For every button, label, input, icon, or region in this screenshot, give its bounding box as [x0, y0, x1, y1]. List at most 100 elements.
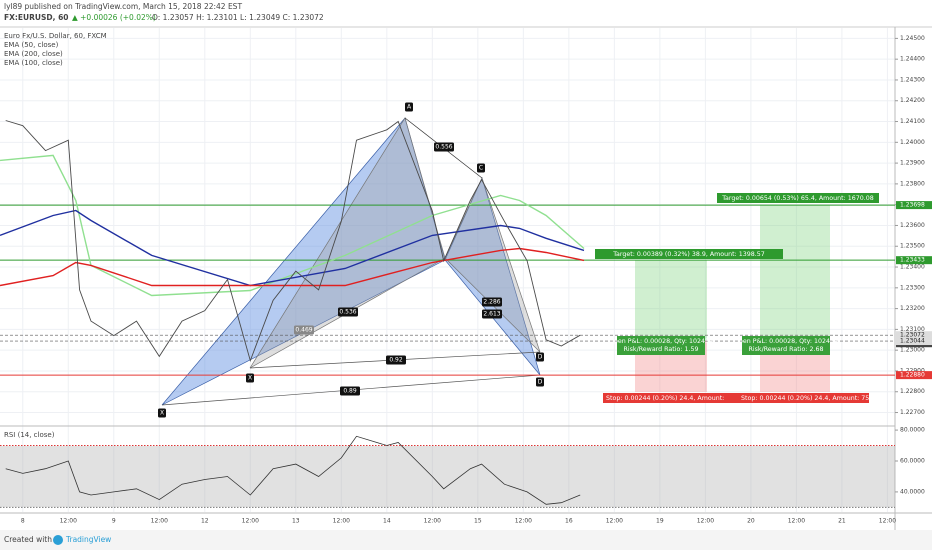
ratio-label: 2.286	[483, 299, 500, 306]
point-label-bg	[477, 163, 485, 173]
brand: TradingView	[65, 535, 111, 544]
y-tick-label: 1.22800	[900, 388, 925, 395]
stop-label-bg	[738, 393, 869, 403]
point-label: C	[479, 165, 483, 172]
rr-label: Risk/Reward Ratio: 1.59	[624, 346, 699, 353]
x-tick-label: 12:00	[151, 518, 168, 525]
ratio-bg	[482, 297, 502, 307]
x-tick-label: 9	[112, 518, 116, 525]
point-label: A	[407, 104, 412, 111]
series-line	[0, 209, 585, 287]
target-label-bg	[595, 249, 783, 259]
pnl-label: Open P&L: 0.00028, Qty: 102459	[609, 338, 713, 345]
ratio-label: 2.613	[483, 311, 500, 318]
series-line	[5, 120, 581, 363]
price-label: 1.23072	[900, 332, 925, 339]
y-tick-label: 1.24000	[900, 139, 925, 146]
y-tick-label: 80.0000	[900, 427, 925, 434]
target-zone	[760, 205, 830, 340]
point-label-bg	[536, 352, 544, 362]
y-tick-label: 40.0000	[900, 488, 925, 495]
ratio-bg	[294, 325, 314, 335]
y-tick-label: 1.24400	[900, 56, 925, 63]
x-tick-label: 21	[838, 518, 846, 525]
x-tick-label: 19	[656, 518, 664, 525]
y-tick-label: 1.23800	[900, 180, 925, 187]
stop-label: Stop: 0.00244 (0.20%) 24.4, Amount:	[606, 395, 724, 402]
point-label: X	[248, 375, 252, 382]
pnl-label: Open P&L: 0.00028, Qty: 102459	[734, 338, 838, 345]
target-label: Target: 0.00654 (0.53%) 65.4, Amount: 16…	[721, 195, 874, 202]
x-tick-label: 12:00	[606, 518, 623, 525]
price-label-bg	[896, 337, 932, 346]
y-tick-label: 1.22900	[900, 367, 925, 374]
ratio-label: 0.536	[339, 309, 356, 316]
price-label-bg	[896, 256, 932, 265]
x-tick-label: 15	[474, 518, 482, 525]
x-tick-label: 13	[292, 518, 300, 525]
rr-label: Risk/Reward Ratio: 2.68	[749, 346, 824, 353]
ratio-label: 0.92	[389, 357, 403, 364]
footer-bar	[0, 530, 932, 550]
price-label: 1.22880	[900, 372, 925, 379]
y-tick-label: 1.23600	[900, 222, 925, 229]
x-tick-label: 12:00	[515, 518, 532, 525]
x-tick-label: 12:00	[424, 518, 441, 525]
x-tick-label: 16	[565, 518, 573, 525]
y-tick-label: 60.0000	[900, 458, 925, 465]
legend-entry: EMA (100, close)	[4, 59, 63, 67]
target-label: Target: 0.00389 (0.32%) 38.9, Amount: 13…	[612, 251, 765, 258]
y-tick-label: 1.24300	[900, 76, 925, 83]
y-tick-label: 1.22700	[900, 409, 925, 416]
rsi-band	[0, 446, 895, 507]
ratio-bg	[338, 307, 358, 317]
legend-entry: EMA (200, close)	[4, 50, 63, 58]
publisher: lyl89 published on TradingView.com, Marc…	[4, 2, 242, 11]
pnl-label-bg	[742, 336, 830, 355]
created-with: Created with	[4, 535, 52, 544]
y-tick-label: 1.23900	[900, 160, 925, 167]
price-label: 1.23698	[900, 202, 925, 209]
legend-entry: EMA (50, close)	[4, 41, 59, 49]
ohlc: O: 1.23057 H: 1.23101 L: 1.23049 C: 1.23…	[152, 13, 324, 22]
symbol: FX:EURUSD, 60	[4, 13, 69, 22]
ratio-bg	[482, 309, 502, 319]
price-label-bg	[896, 201, 932, 210]
target-label-bg	[717, 193, 879, 203]
y-tick-label: 1.24500	[900, 35, 925, 42]
y-tick-label: 1.23200	[900, 305, 925, 312]
price-label: 1.23433	[900, 257, 925, 264]
point-label-bg	[536, 377, 544, 387]
y-tick-label: 1.23500	[900, 243, 925, 250]
point-label-bg	[405, 102, 413, 112]
point-label: X	[160, 410, 164, 417]
point-label-bg	[158, 408, 166, 418]
logo	[53, 535, 63, 545]
ratio-label: 0.556	[435, 144, 452, 151]
y-tick-label: 1.23300	[900, 284, 925, 291]
x-tick-label: 8	[21, 518, 25, 525]
y-tick-label: 1.24200	[900, 97, 925, 104]
point-label-bg	[246, 373, 254, 383]
x-tick-label: 12:00	[788, 518, 805, 525]
y-tick-label: 1.23400	[900, 264, 925, 271]
x-tick-label: 20	[747, 518, 755, 525]
target-zone	[635, 260, 707, 340]
stop-label-bg	[603, 393, 740, 403]
price-label-bg	[896, 371, 932, 380]
ratio-bg	[386, 355, 406, 365]
x-tick-label: 14	[383, 518, 391, 525]
ratio-label: 0.469	[295, 327, 312, 334]
x-tick-label: 12	[201, 518, 209, 525]
y-tick-label: 1.24100	[900, 118, 925, 125]
x-tick-label: 12:00	[879, 518, 896, 525]
stop-label: Stop: 0.00244 (0.20%) 24.4, Amount: 750	[741, 395, 873, 402]
ratio-label: 0.89	[343, 388, 357, 395]
ratio-bg	[434, 142, 454, 152]
legend-entry: Euro Fx/U.S. Dollar, 60, FXCM	[4, 32, 107, 40]
series-line	[5, 435, 581, 505]
price-label-bg	[896, 331, 932, 340]
y-tick-label: 1.23100	[900, 326, 925, 333]
